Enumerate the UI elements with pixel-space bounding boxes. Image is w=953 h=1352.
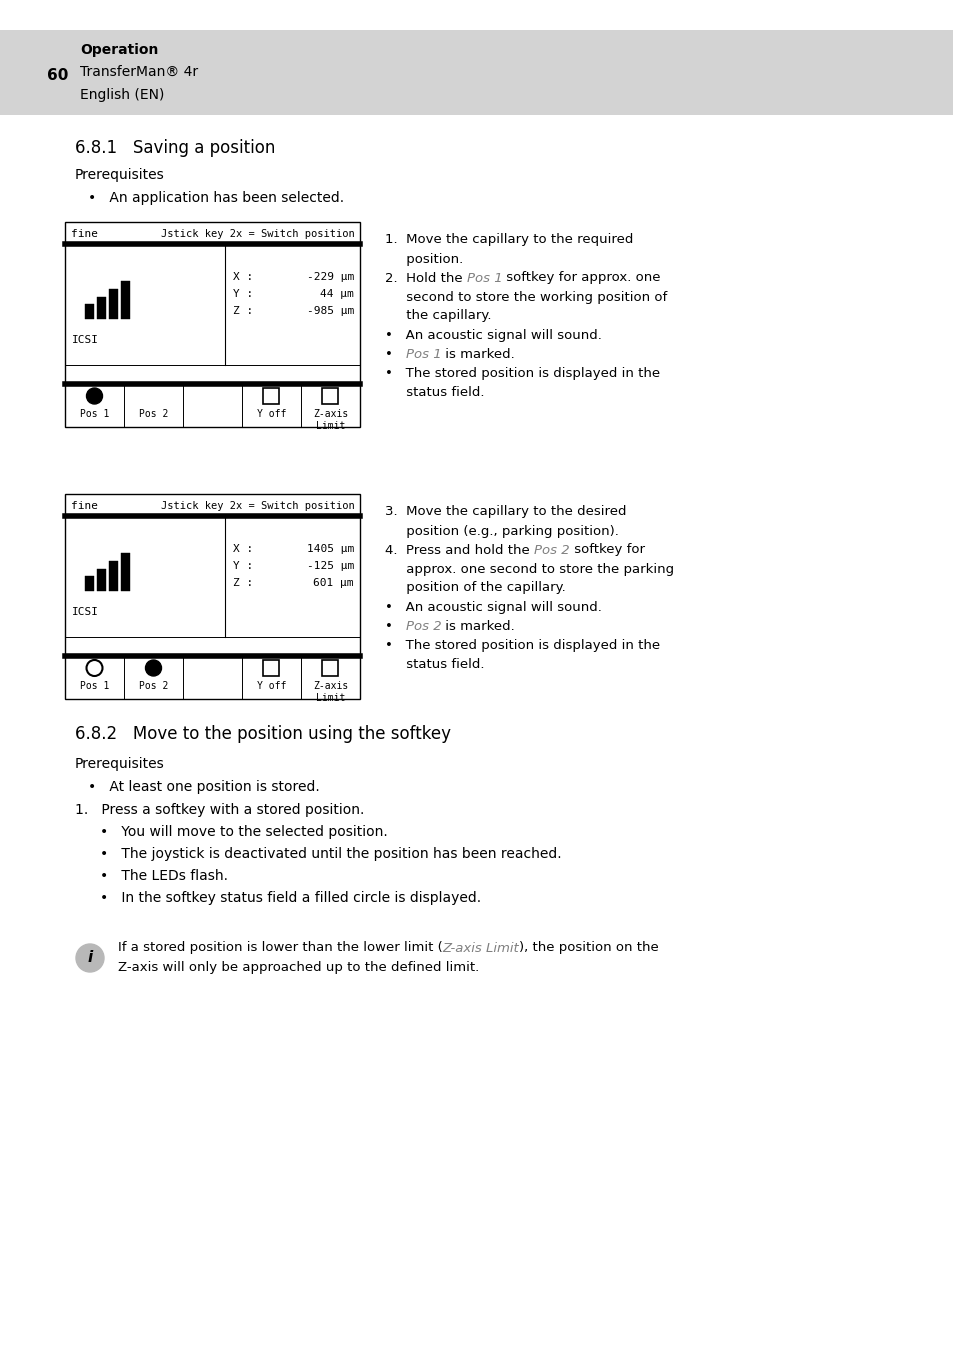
Text: English (EN): English (EN) [80,88,164,101]
Text: 1.  Move the capillary to the required: 1. Move the capillary to the required [385,234,633,246]
Text: is marked.: is marked. [441,619,515,633]
Text: •   An acoustic signal will sound.: • An acoustic signal will sound. [385,329,601,342]
Circle shape [146,660,161,676]
Text: 6.8.1   Saving a position: 6.8.1 Saving a position [75,139,275,157]
Text: 1405 µm: 1405 µm [307,544,354,554]
Text: Pos 2: Pos 2 [139,681,168,691]
Text: Pos 1: Pos 1 [405,347,441,361]
Text: position (e.g., parking position).: position (e.g., parking position). [385,525,618,538]
Text: •   An application has been selected.: • An application has been selected. [88,191,344,206]
Text: status field.: status field. [385,657,484,671]
Text: Pos 2: Pos 2 [139,410,168,419]
Text: 1.   Press a softkey with a stored position.: 1. Press a softkey with a stored positio… [75,803,364,817]
Bar [109,289,118,319]
Text: Pos 2: Pos 2 [405,619,441,633]
Text: position.: position. [385,253,463,265]
Text: -229 µm: -229 µm [307,272,354,283]
Text: 3.  Move the capillary to the desired: 3. Move the capillary to the desired [385,506,626,519]
Text: i: i [88,950,92,965]
Text: Pos 1: Pos 1 [466,272,502,284]
Text: ICSI: ICSI [71,335,99,345]
Text: •: • [385,619,405,633]
Text: TransferMan® 4r: TransferMan® 4r [80,65,198,78]
Text: ), the position on the: ), the position on the [519,941,659,955]
Bar [97,569,106,591]
Circle shape [87,388,102,404]
Bar [121,281,130,319]
Text: Prerequisites: Prerequisites [75,168,165,183]
Bar [85,576,94,591]
Bar [65,222,359,427]
Circle shape [76,944,104,972]
Text: Pos 1: Pos 1 [80,410,109,419]
Text: 6.8.2   Move to the position using the softkey: 6.8.2 Move to the position using the sof… [75,725,451,744]
Text: Y :: Y : [233,561,253,571]
Text: •   You will move to the selected position.: • You will move to the selected position… [100,825,387,840]
Text: •   The LEDs flash.: • The LEDs flash. [100,869,228,883]
Text: position of the capillary.: position of the capillary. [385,581,565,595]
Bar [263,660,279,676]
Text: Z-axis Limit: Z-axis Limit [442,941,519,955]
Text: 60: 60 [48,68,69,82]
Text: Z-axis
Limit: Z-axis Limit [313,410,348,430]
Text: is marked.: is marked. [441,347,515,361]
Text: Pos 1: Pos 1 [80,681,109,691]
Text: •   The stored position is displayed in the: • The stored position is displayed in th… [385,638,659,652]
Text: the capillary.: the capillary. [385,310,491,323]
Text: •   In the softkey status field a filled circle is displayed.: • In the softkey status field a filled c… [100,891,480,904]
Bar [85,304,94,319]
Text: -985 µm: -985 µm [307,306,354,316]
Bar [65,493,359,699]
Text: softkey for approx. one: softkey for approx. one [502,272,660,284]
Text: fine: fine [71,502,98,511]
Text: •   At least one position is stored.: • At least one position is stored. [88,780,319,794]
Text: Y off: Y off [256,681,286,691]
Text: -125 µm: -125 µm [307,561,354,571]
Text: If a stored position is lower than the lower limit (: If a stored position is lower than the l… [118,941,442,955]
Text: Jstick key 2x = Switch position: Jstick key 2x = Switch position [161,502,355,511]
Bar [0,30,953,115]
Text: Prerequisites: Prerequisites [75,757,165,771]
Bar [97,297,106,319]
Text: 44 µm: 44 µm [320,289,354,299]
Text: Z-axis will only be approached up to the defined limit.: Z-axis will only be approached up to the… [118,961,478,975]
Bar [322,660,338,676]
Text: fine: fine [71,228,98,239]
Text: ICSI: ICSI [71,607,99,617]
Text: softkey for: softkey for [569,544,644,557]
Bar [121,553,130,591]
Text: status field.: status field. [385,385,484,399]
Text: 4.  Press and hold the: 4. Press and hold the [385,544,534,557]
Text: Z :: Z : [233,306,253,316]
Text: Y :: Y : [233,289,253,299]
Text: Operation: Operation [80,43,158,57]
Circle shape [87,660,102,676]
Text: Jstick key 2x = Switch position: Jstick key 2x = Switch position [161,228,355,239]
Text: •   An acoustic signal will sound.: • An acoustic signal will sound. [385,600,601,614]
Text: X :: X : [233,544,253,554]
Bar [322,388,338,404]
Text: Y off: Y off [256,410,286,419]
Text: X :: X : [233,272,253,283]
Text: Z :: Z : [233,579,253,588]
Text: approx. one second to store the parking: approx. one second to store the parking [385,562,674,576]
Text: 601 µm: 601 µm [314,579,354,588]
Bar [109,561,118,591]
Text: •   The joystick is deactivated until the position has been reached.: • The joystick is deactivated until the … [100,846,561,861]
Text: •: • [385,347,405,361]
Text: 2.  Hold the: 2. Hold the [385,272,466,284]
Text: •   The stored position is displayed in the: • The stored position is displayed in th… [385,366,659,380]
Text: Z-axis
Limit: Z-axis Limit [313,681,348,703]
Bar [263,388,279,404]
Text: Pos 2: Pos 2 [534,544,569,557]
Text: second to store the working position of: second to store the working position of [385,291,666,303]
